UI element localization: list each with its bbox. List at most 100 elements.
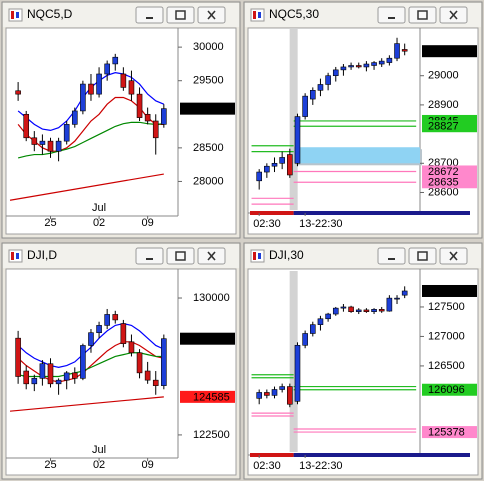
minimize-glyph (388, 258, 395, 260)
candle-body (394, 43, 400, 59)
candle-body (363, 63, 370, 68)
y-tick-label: 29000 (428, 70, 459, 82)
candle-body (325, 313, 331, 320)
minimize-glyph (146, 258, 153, 260)
candle-body (144, 113, 151, 122)
candle-body (294, 344, 301, 402)
window-icon (253, 11, 256, 19)
candle-body (302, 333, 308, 346)
candle-body (80, 83, 86, 112)
candle-body (55, 379, 62, 385)
candle-body (378, 60, 385, 65)
candle-body (378, 309, 385, 312)
month-label: Jul (92, 202, 106, 214)
candle-body (332, 307, 339, 315)
candle-body (279, 386, 285, 390)
y-tick-label: 130000 (193, 292, 230, 304)
price-label-box (422, 383, 477, 396)
candle-body (340, 66, 347, 71)
candle-body (15, 337, 21, 377)
candle-body (152, 120, 159, 139)
x-tick-label: 02:30 (253, 460, 281, 472)
candle-body (317, 318, 324, 325)
minimize-glyph (146, 17, 153, 19)
price-label-box (422, 45, 477, 58)
candle-body (88, 332, 94, 346)
candle-body (120, 323, 127, 344)
price-label-box (422, 284, 477, 297)
candle-body (63, 372, 70, 381)
candle-body (55, 140, 62, 152)
candle-body (302, 95, 308, 117)
candle-body (348, 65, 354, 68)
price-label-box (422, 120, 477, 133)
candle-body (401, 290, 408, 296)
chart-window: DJI,30 126500 127000 127500 02:30 13-22:30 127… (243, 242, 483, 480)
minimize-button[interactable] (135, 247, 164, 265)
window-icon (8, 8, 23, 22)
y-tick-label: 28500 (193, 142, 224, 154)
restore-button[interactable] (408, 247, 437, 265)
candle-body (136, 352, 143, 374)
candle-body (47, 140, 54, 152)
candle-body (363, 309, 370, 312)
session-break (289, 29, 298, 210)
candle-body (287, 386, 293, 405)
level-line (9, 173, 164, 201)
session-break (289, 271, 298, 452)
candle-body (31, 137, 38, 145)
x-tick-label: 13-22:30 (299, 460, 342, 472)
y-tick-label: 28000 (193, 175, 224, 187)
candle-body (264, 392, 270, 396)
candle-body (88, 83, 94, 95)
y-tick-label: 127000 (428, 330, 465, 342)
candle-body (386, 297, 393, 312)
candle-body (371, 309, 377, 312)
price-label: 127771 (193, 333, 230, 345)
restore-button[interactable] (408, 6, 437, 24)
candle-body (264, 165, 270, 173)
window-title: NQC5,30 (269, 7, 319, 21)
candle-body (152, 379, 159, 386)
candle-body (161, 108, 167, 125)
close-glyph (449, 251, 458, 261)
candle-body (23, 370, 30, 385)
restore-glyph (417, 10, 428, 20)
price-label-box (422, 176, 477, 189)
restore-button[interactable] (166, 6, 195, 24)
price-label: 28635 (428, 177, 459, 189)
minimize-button[interactable] (377, 247, 406, 265)
price-label: 127771 (428, 285, 465, 297)
x-tick-label: 25 (44, 217, 56, 229)
candle-body (309, 90, 316, 100)
close-glyph (449, 10, 458, 20)
restore-button[interactable] (166, 247, 195, 265)
window-icon (258, 253, 261, 259)
minimize-glyph (388, 17, 395, 19)
candle-body (386, 57, 393, 63)
minimize-button[interactable] (377, 6, 406, 24)
candle-body (271, 389, 278, 396)
candle-body (256, 392, 262, 399)
restore-glyph (175, 251, 186, 261)
price-label: 29084 (428, 46, 459, 58)
candle-body (271, 162, 278, 167)
minimize-button[interactable] (135, 6, 164, 24)
session-bar (250, 211, 294, 215)
candle-body (401, 49, 408, 52)
candle-body (71, 372, 78, 379)
window-icon (253, 252, 256, 260)
chart-window: NQC5,D 28000 28500 29500 30000 25 02 09 Jul 29084 (1, 1, 241, 239)
window-icon (11, 11, 14, 19)
window-icon (8, 249, 23, 263)
candle-body (112, 56, 119, 65)
price-label-box (180, 102, 235, 115)
session-bar (293, 453, 470, 457)
candle-body (287, 154, 293, 176)
candle-body (136, 93, 143, 118)
candle-body (332, 69, 339, 77)
price-label: 28827 (428, 121, 459, 133)
candle-body (325, 75, 331, 85)
candle-body (355, 309, 362, 312)
